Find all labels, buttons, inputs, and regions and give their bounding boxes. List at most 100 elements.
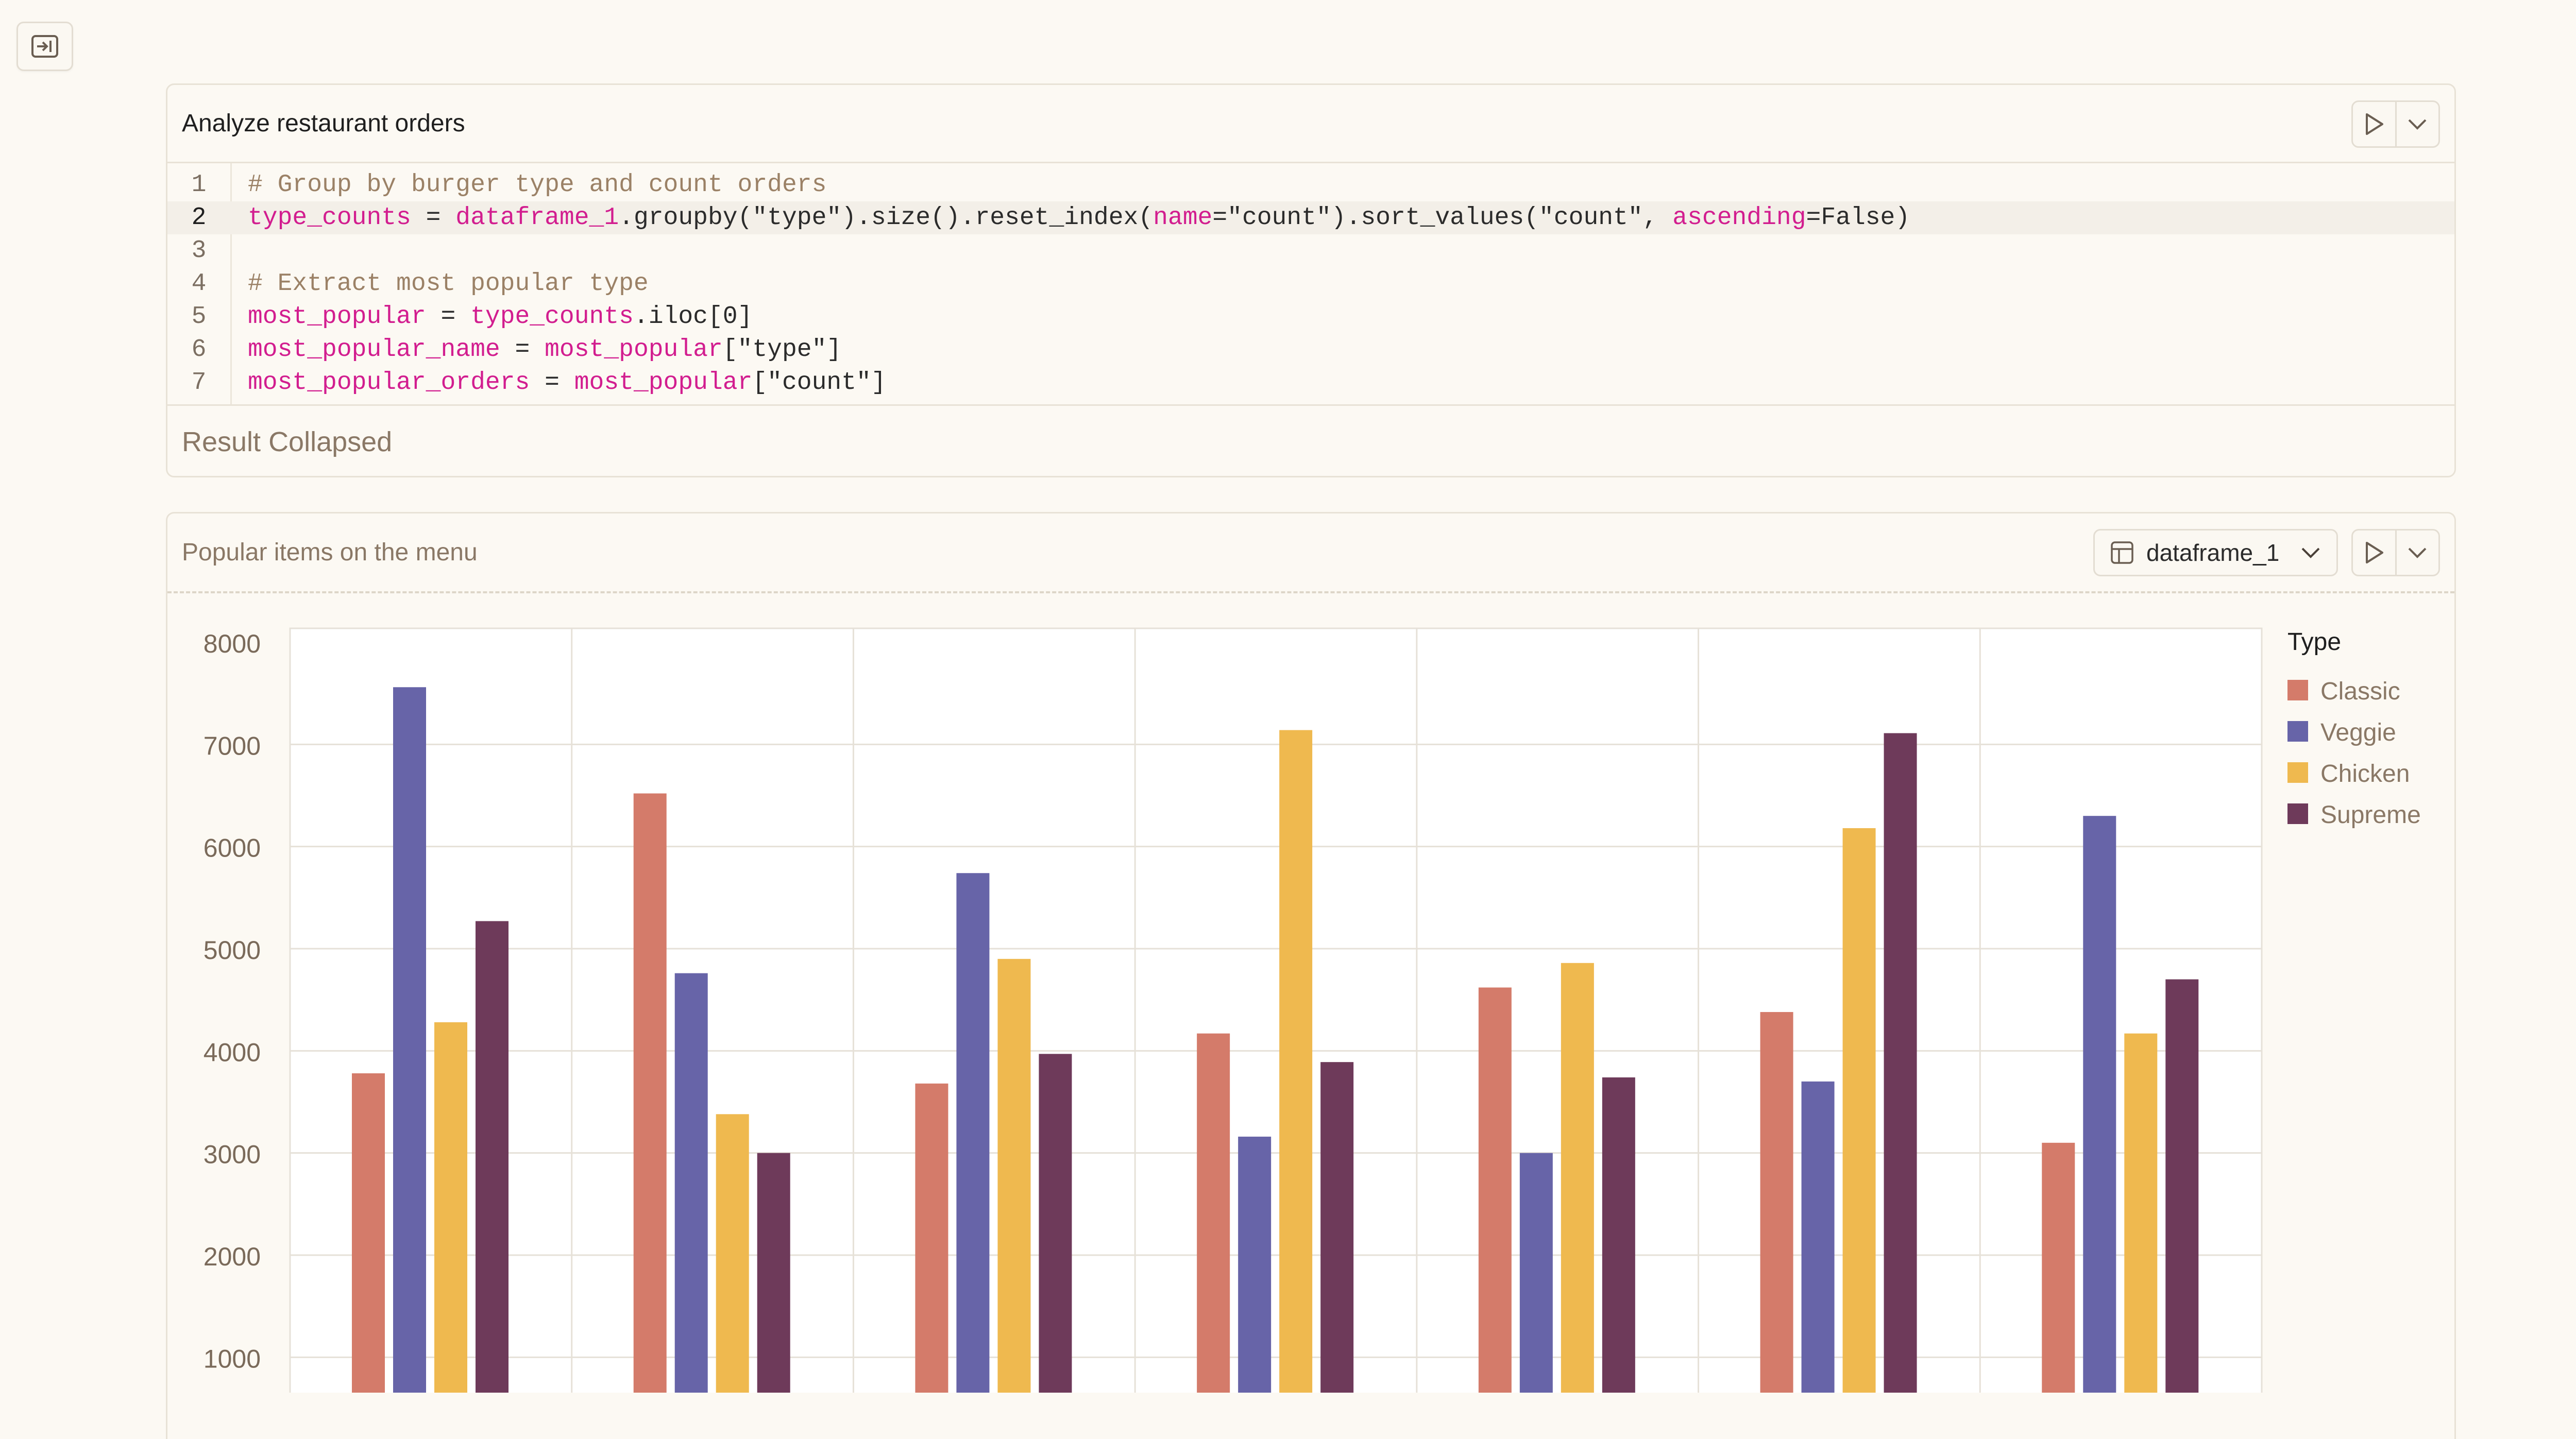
bar-veggie — [1801, 1081, 1835, 1393]
y-tick-label: 5000 — [204, 936, 261, 965]
bar-chart: 1000 2000 3000 4000 5000 6000 7000 8000 Type Clas… — [204, 627, 2421, 1393]
sidebar-expand-icon — [31, 35, 58, 58]
code-line: 5 most_popular = type_counts.iloc[0] — [167, 300, 2454, 333]
bar-chicken — [2124, 1033, 2158, 1393]
code-text: # Extract most popular type — [230, 270, 649, 298]
code-line: 3 — [167, 234, 2454, 267]
y-tick-label: 1000 — [204, 1344, 261, 1373]
bar-supreme — [757, 1153, 790, 1393]
legend-label: Veggie — [2320, 719, 2396, 746]
bar-supreme — [1320, 1062, 1354, 1393]
legend-label: Classic — [2320, 678, 2400, 705]
bar-supreme — [1884, 733, 1917, 1393]
code-token: most_popular — [248, 303, 426, 331]
table-icon — [2111, 541, 2133, 564]
chevron-down-icon — [2408, 119, 2427, 130]
line-number: 4 — [191, 270, 207, 298]
cell-title: Popular items on the menu — [182, 539, 478, 566]
legend-swatch — [2287, 721, 2308, 742]
bar-veggie — [674, 973, 708, 1393]
bar-veggie — [2083, 816, 2116, 1393]
line-number: 6 — [191, 336, 207, 364]
y-tick-label: 7000 — [204, 731, 261, 760]
code-line: 6 most_popular_name = most_popular["type"… — [167, 333, 2454, 366]
play-icon — [2365, 542, 2383, 563]
cell-header: Analyze restaurant orders — [167, 85, 2454, 163]
legend-swatch — [2287, 680, 2308, 700]
bar-classic — [2042, 1142, 2075, 1393]
code-token: most_popular — [545, 336, 723, 364]
code-editor[interactable]: 1 # Group by burger type and count orders… — [167, 163, 2454, 406]
bar-chicken — [716, 1114, 749, 1393]
dataframe-select[interactable]: dataframe_1 — [2093, 529, 2338, 576]
line-number: 1 — [191, 171, 207, 199]
run-button[interactable] — [2353, 530, 2395, 575]
bar-chicken — [1279, 730, 1313, 1393]
y-tick-label: 6000 — [204, 834, 261, 863]
chevron-down-icon — [2408, 547, 2427, 558]
run-button[interactable] — [2353, 102, 2395, 146]
code-line: 4 # Extract most popular type — [167, 267, 2454, 300]
bar-chicken — [997, 958, 1031, 1393]
dataframe-label: dataframe_1 — [2146, 539, 2280, 566]
code-token: ="count").sort_values("count", — [1212, 204, 1673, 232]
code-token: = — [530, 369, 574, 397]
run-controls — [2351, 100, 2440, 148]
y-tick-label: 8000 — [204, 629, 261, 658]
code-token: = — [411, 204, 456, 232]
gutter-divider — [230, 163, 232, 404]
bar-chicken — [434, 1022, 467, 1393]
code-line: 7 most_popular_orders = most_popular["cou… — [167, 366, 2454, 399]
run-controls — [2351, 529, 2440, 576]
code-text: most_popular = type_counts.iloc[0] — [230, 303, 752, 331]
code-line: 1 # Group by burger type and count orders — [167, 168, 2454, 201]
legend-label: Supreme — [2320, 801, 2421, 829]
legend-label: Chicken — [2320, 760, 2410, 787]
line-number: 7 — [191, 369, 207, 397]
run-options-button[interactable] — [2395, 102, 2439, 146]
code-text: # Group by burger type and count orders — [230, 171, 826, 199]
bar-classic — [1478, 987, 1512, 1393]
code-token: ["type"] — [722, 336, 842, 364]
code-token: type_counts — [470, 303, 634, 331]
sidebar-toggle-button[interactable] — [16, 22, 73, 71]
code-token: type_counts — [248, 204, 411, 232]
code-token: =False) — [1806, 204, 1910, 232]
code-token: most_popular — [574, 369, 753, 397]
code-line: 2 type_counts = dataframe_1.groupby("type… — [167, 201, 2454, 234]
bar-supreme — [476, 921, 509, 1393]
legend-title: Type — [2287, 628, 2341, 656]
bar-veggie — [393, 687, 426, 1393]
bar-supreme — [1602, 1077, 1635, 1393]
bar-chicken — [1561, 963, 1594, 1393]
bar-supreme — [2165, 979, 2199, 1393]
line-number: 5 — [191, 303, 207, 331]
bar-veggie — [956, 873, 990, 1393]
bar-classic — [1760, 1012, 1793, 1393]
legend-swatch — [2287, 803, 2308, 824]
bar-classic — [352, 1073, 385, 1393]
code-token: # Group by burger type and count orders — [248, 171, 827, 199]
y-tick-label: 3000 — [204, 1140, 261, 1169]
bar-classic — [1197, 1033, 1230, 1393]
bar-chicken — [1842, 828, 1876, 1393]
line-number: 3 — [191, 237, 207, 265]
bar-veggie — [1238, 1136, 1272, 1393]
code-token: name — [1153, 204, 1213, 232]
code-token: dataframe_1 — [455, 204, 619, 232]
bar-classic — [633, 793, 667, 1393]
run-options-button[interactable] — [2395, 530, 2439, 575]
code-token: = — [426, 303, 471, 331]
result-collapsed-toggle[interactable]: Result Collapsed — [182, 426, 393, 457]
line-number: 2 — [191, 204, 207, 232]
code-token: # Extract most popular type — [248, 270, 649, 298]
bar-veggie — [1519, 1153, 1553, 1393]
code-token: most_popular_name — [248, 336, 500, 364]
cell-title: Analyze restaurant orders — [182, 110, 465, 137]
code-token: .groupby("type").size().reset_index( — [619, 204, 1154, 232]
code-cell: Analyze restaurant orders 1 # Group by bu… — [166, 83, 2456, 477]
code-token: most_popular_orders — [248, 369, 530, 397]
y-tick-label: 4000 — [204, 1038, 261, 1067]
plot-area — [289, 627, 2263, 1393]
code-text: most_popular_orders = most_popular["coun… — [230, 369, 886, 397]
